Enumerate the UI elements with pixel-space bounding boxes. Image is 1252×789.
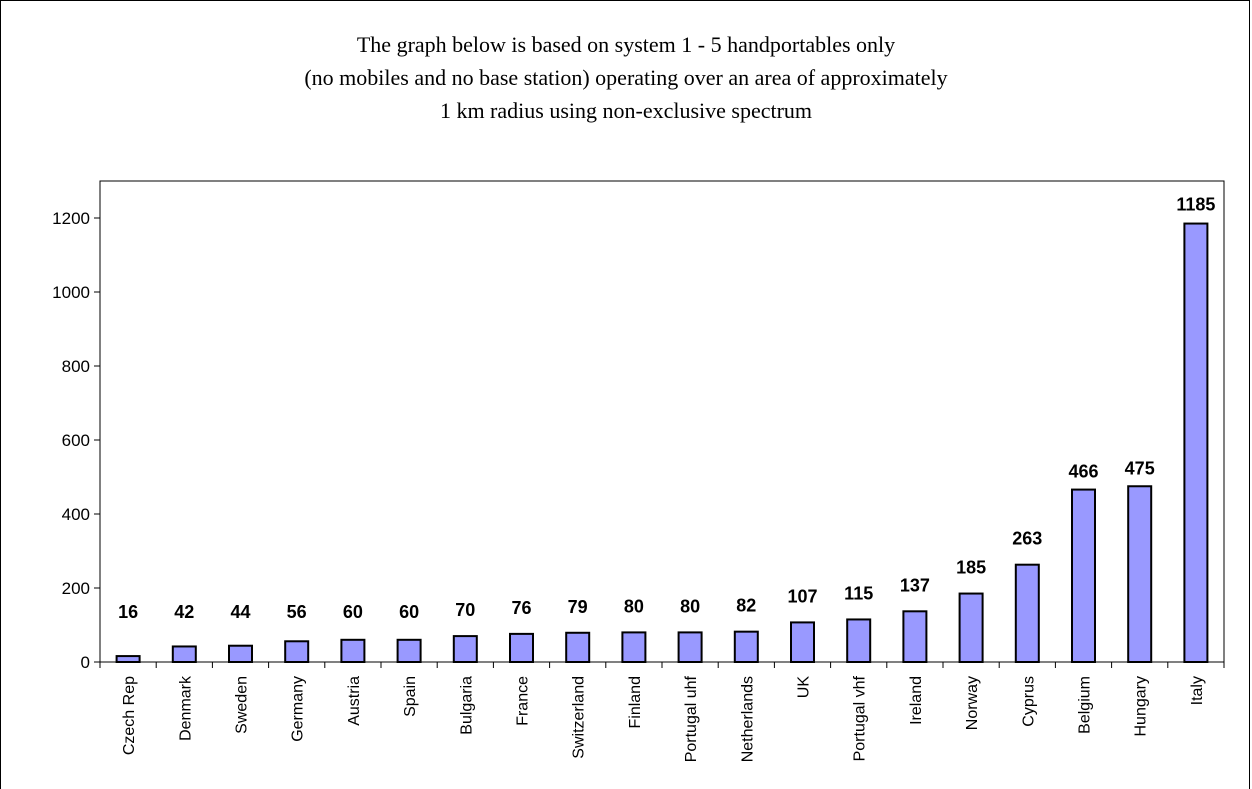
category-label: Bulgaria (458, 676, 475, 735)
data-label: 60 (343, 602, 363, 622)
data-label: 107 (787, 586, 817, 606)
category-label: Spain (402, 676, 419, 717)
data-label: 76 (511, 598, 531, 618)
category-label: Finland (627, 676, 644, 728)
bar (958, 592, 984, 663)
category-label: Sweden (234, 676, 251, 734)
category-label: Denmark (177, 675, 194, 741)
bar (846, 618, 872, 664)
bar (509, 632, 534, 664)
bar (1014, 563, 1040, 663)
chart-title-line-1: The graph below is based on system 1 - 5… (356, 32, 896, 57)
category-label: Portugal vhf (852, 675, 869, 761)
chart-title: The graph below is based on system 1 - 5… (0, 28, 1252, 127)
bar (790, 621, 815, 663)
data-label: 60 (399, 602, 419, 622)
category-label: Portugal uhf (683, 675, 700, 762)
bar (284, 640, 310, 664)
y-tick-label: 1200 (52, 209, 90, 228)
bar (1127, 485, 1153, 663)
data-label: 82 (736, 596, 756, 616)
chart-title-line-3: 1 km radius using non-exclusive spectrum (439, 98, 813, 123)
data-label: 16 (118, 602, 138, 622)
bar (396, 638, 422, 663)
data-label: 44 (230, 602, 250, 622)
bar (1183, 222, 1209, 664)
category-label: Ireland (908, 676, 925, 725)
data-label: 80 (624, 596, 644, 616)
bar (677, 631, 703, 664)
bar (171, 645, 197, 664)
data-label: 475 (1125, 458, 1155, 478)
y-tick-label: 400 (62, 505, 90, 524)
y-tick-label: 0 (81, 653, 90, 672)
data-label: 115 (844, 583, 873, 603)
category-label: Italy (1189, 676, 1206, 705)
category-label: Belgium (1077, 676, 1094, 734)
bar (452, 635, 478, 663)
plot-area (99, 180, 1225, 663)
category-label: UK (796, 676, 813, 699)
category-label: Norway (964, 676, 981, 730)
data-label: 466 (1068, 462, 1098, 482)
data-label: 79 (568, 597, 588, 617)
data-label: 42 (174, 602, 194, 622)
category-label: Czech Rep (121, 676, 138, 755)
data-label: 70 (455, 600, 475, 620)
bar (115, 655, 141, 664)
bar (1071, 488, 1096, 663)
category-label: France (515, 676, 532, 726)
y-tick-label: 600 (62, 431, 90, 450)
bar (228, 644, 253, 663)
category-label: Germany (290, 676, 307, 742)
data-label: 80 (680, 596, 700, 616)
data-label: 137 (900, 575, 930, 595)
bar (340, 638, 366, 663)
bar (902, 610, 928, 663)
y-tick-label: 800 (62, 357, 90, 376)
y-tick-label: 200 (62, 579, 90, 598)
bar (733, 630, 759, 663)
category-label: Netherlands (739, 676, 756, 762)
data-label: 263 (1012, 529, 1042, 549)
bar (621, 631, 647, 664)
category-label: Switzerland (571, 676, 588, 759)
chart-title-line-2: (no mobiles and no base station) operati… (304, 65, 948, 90)
y-tick-label: 1000 (52, 283, 90, 302)
category-label: Hungary (1133, 676, 1150, 736)
data-label: 185 (956, 558, 986, 578)
category-label: Cyprus (1020, 676, 1037, 727)
data-label: 1185 (1176, 195, 1215, 215)
bar (565, 631, 591, 664)
data-label: 56 (287, 602, 307, 622)
category-label: Austria (346, 676, 363, 726)
